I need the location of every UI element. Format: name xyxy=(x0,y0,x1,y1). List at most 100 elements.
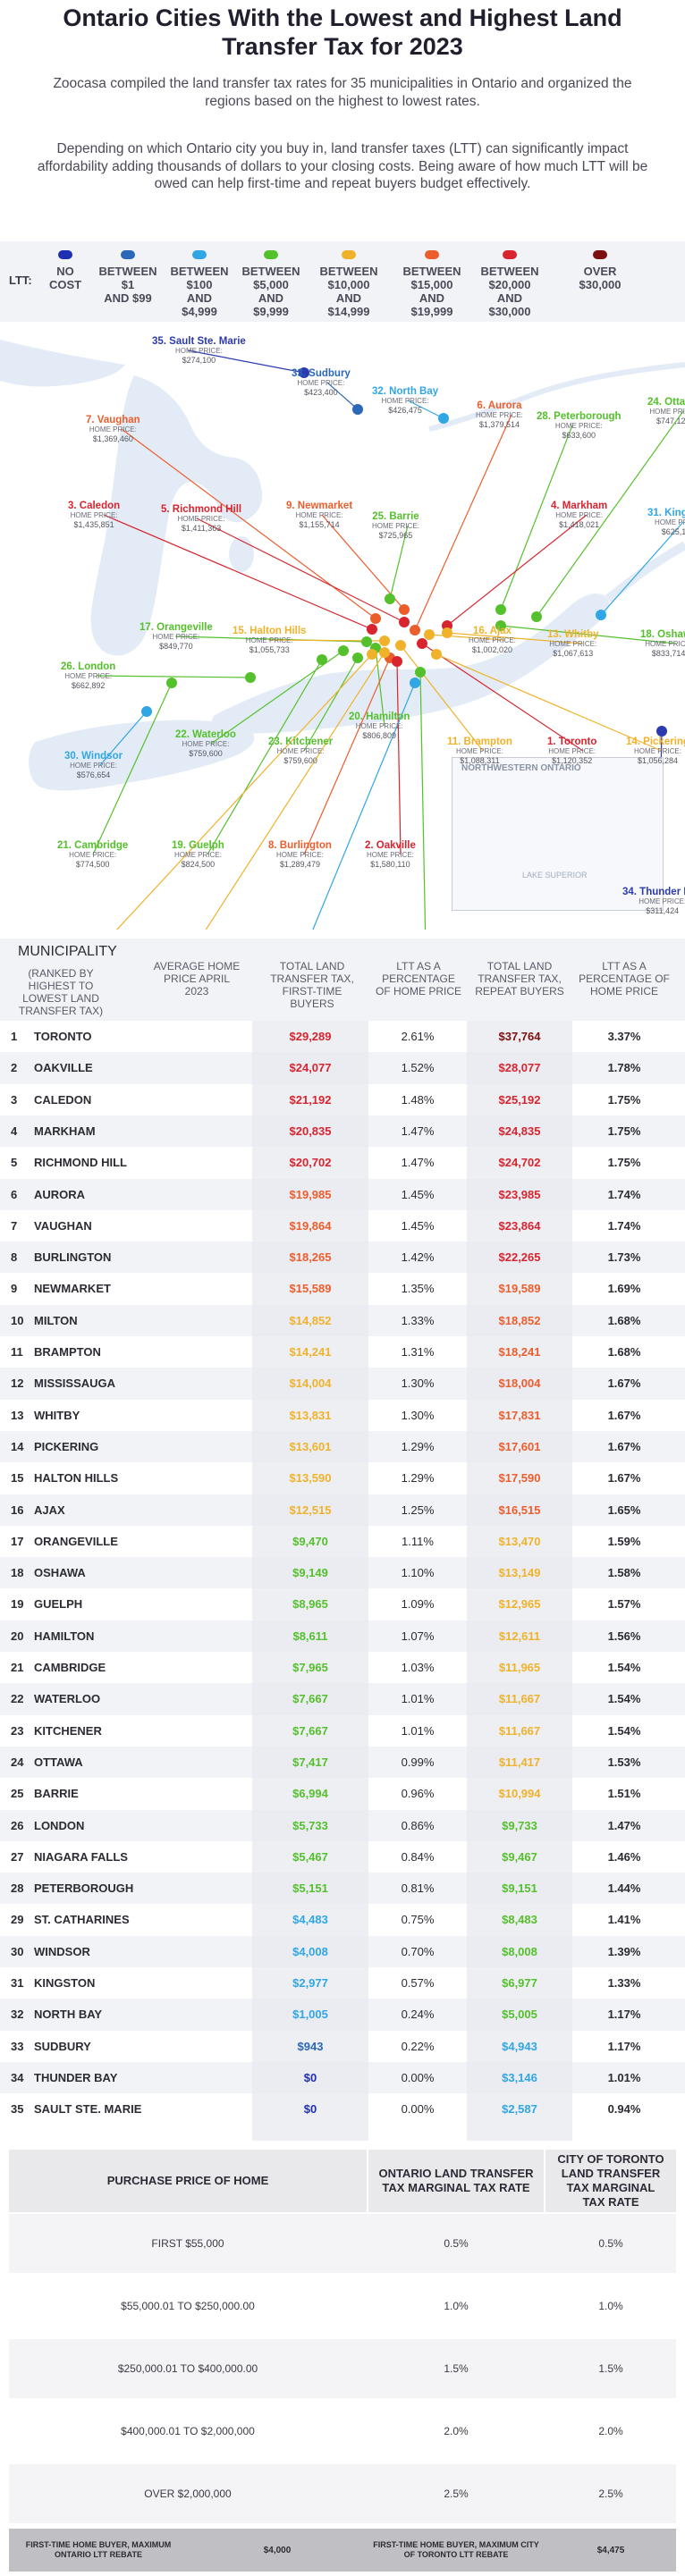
inset-title: NORTHWESTERN ONTARIO xyxy=(461,763,581,773)
table-row: 19 GUELPH $8,965 1.09% $12,965 1.57% xyxy=(0,1588,685,1620)
rates-ontario-cell: 2.0% xyxy=(444,2425,469,2437)
ft-total-cell: $8,965 xyxy=(292,1597,328,1612)
rp-total-cell: $22,265 xyxy=(498,1250,541,1265)
home-price-label: HOME PRICE: xyxy=(655,518,685,526)
city-label: 1. Toronto HOME PRICE: $1,120,352 xyxy=(547,737,596,766)
ft-total-cell: $21,192 xyxy=(289,1092,332,1107)
legend-text: OVER xyxy=(583,265,617,278)
ft-pct-cell: 0.86% xyxy=(401,1818,435,1832)
ft-pct-cell: 1.01% xyxy=(401,1692,435,1706)
city-dot xyxy=(399,604,410,615)
city-name: 22. Waterloo xyxy=(175,729,236,740)
home-price-value: $1,002,020 xyxy=(471,645,512,654)
rp-pct-cell: 1.74% xyxy=(607,1187,641,1201)
home-price-value: $1,411,363 xyxy=(181,524,222,533)
home-price-label: HOME PRICE: xyxy=(372,522,419,530)
legend-item: BETWEEN $1 AND $99 xyxy=(97,250,159,305)
ft-pct-cell: 0.00% xyxy=(401,2102,435,2117)
home-price-label: HOME PRICE: xyxy=(634,747,681,755)
home-price-label: HOME PRICE: xyxy=(245,636,293,644)
page-title: Ontario Cities With the Lowest and Highe… xyxy=(63,4,622,60)
city-dot xyxy=(424,629,435,640)
city-name: 34. Thunder Bay xyxy=(622,887,685,897)
home-price-value: $1,088,311 xyxy=(460,756,500,765)
legend-text: NO xyxy=(56,265,74,278)
legend-text: BETWEEN xyxy=(98,265,157,278)
table-row: 6 AURORA $19,985 1.45% $23,985 1.74% xyxy=(0,1178,685,1210)
rp-pct-cell: 1.54% xyxy=(607,1692,641,1706)
ft-pct-cell: 0.84% xyxy=(401,1849,435,1864)
legend-item: BETWEEN $15,000 AND $19,999 xyxy=(401,250,463,318)
city-dot xyxy=(141,706,152,717)
legend-text: $5,000 xyxy=(253,278,289,291)
table-row: 22 WATERLOO $7,667 1.01% $11,667 1.54% xyxy=(0,1683,685,1715)
municipality-cell: NEWMARKET xyxy=(34,1282,111,1296)
header: Ontario Cities With the Lowest and Highe… xyxy=(0,0,685,241)
rank-cell: 23 xyxy=(11,1723,24,1738)
home-price-label: HOME PRICE: xyxy=(70,511,118,519)
rp-pct-cell: 1.54% xyxy=(607,1723,641,1738)
home-price-value: $1,379,514 xyxy=(478,420,520,429)
rank-cell: 17 xyxy=(11,1534,24,1548)
home-price-value: $274,100 xyxy=(182,356,216,365)
ft-total-cell: $14,852 xyxy=(289,1313,332,1327)
ft-pct-cell: 1.01% xyxy=(401,1723,435,1738)
city-dot xyxy=(245,672,256,683)
ft-pct-cell: 1.31% xyxy=(401,1345,435,1359)
city-dot xyxy=(495,620,506,631)
rp-total-cell: $17,601 xyxy=(498,1439,541,1453)
city-name: 8. Burlington xyxy=(268,840,332,851)
municipality-cell: LONDON xyxy=(34,1818,85,1832)
leader-line xyxy=(210,650,344,745)
legend-text: AND $99 xyxy=(104,291,152,305)
rp-total-cell: $3,146 xyxy=(502,2070,537,2084)
city-name: 1. Toronto xyxy=(547,737,597,747)
city-name: 33. Sudbury xyxy=(292,368,351,379)
home-price-label: HOME PRICE: xyxy=(554,422,603,430)
header-ranked: (RANKED BY HIGHEST TO LOWEST LAND TRANSF… xyxy=(18,967,104,1017)
home-price-value: $759,600 xyxy=(189,749,223,758)
table-row: 16 AJAX $12,515 1.25% $16,515 1.65% xyxy=(0,1494,685,1526)
home-price-label: HOME PRICE: xyxy=(69,851,117,859)
legend-item: BETWEEN $20,000 AND $30,000 xyxy=(478,250,541,318)
ltt-table: MUNICIPALITY (RANKED BY HIGHEST TO LOWES… xyxy=(0,939,685,2141)
leader-line xyxy=(446,632,584,644)
home-price-label: HOME PRICE: xyxy=(152,633,200,641)
ft-total-cell: $13,831 xyxy=(289,1408,332,1422)
table-header: MUNICIPALITY (RANKED BY HIGHEST TO LOWES… xyxy=(0,939,685,1021)
rp-total-cell: $11,667 xyxy=(498,1723,541,1738)
ft-total-cell: $20,835 xyxy=(289,1124,332,1138)
rates-header-toronto: CITY OF TORONTO LAND TRANSFER TAX MARGIN… xyxy=(545,2150,676,2212)
ft-pct-cell: 0.75% xyxy=(401,1913,435,1927)
city-label: 22. Waterloo HOME PRICE: $759,600 xyxy=(175,729,236,759)
table-row: 8 BURLINGTON $18,265 1.42% $22,265 1.73% xyxy=(0,1242,685,1274)
ft-total-cell: $13,590 xyxy=(289,1471,332,1486)
rank-cell: 26 xyxy=(11,1818,24,1832)
rank-cell: 21 xyxy=(11,1661,24,1674)
rp-pct-cell: 1.57% xyxy=(607,1597,641,1612)
home-price-label: HOME PRICE: xyxy=(548,747,596,755)
ft-total-cell: $0 xyxy=(303,2070,317,2084)
rp-pct-cell: 1.67% xyxy=(607,1408,641,1422)
home-price-value: $1,369,460 xyxy=(92,434,133,443)
municipality-cell: CAMBRIDGE xyxy=(34,1661,106,1674)
leader-line xyxy=(96,675,251,678)
city-dot xyxy=(338,645,349,656)
rp-total-cell: $25,192 xyxy=(498,1092,541,1107)
rates-ontario-cell: 0.5% xyxy=(444,2237,469,2250)
city-label: 5. Richmond Hill HOME PRICE: $1,411,363 xyxy=(161,504,241,534)
rank-cell: 4 xyxy=(11,1124,18,1138)
city-label: 11. Brampton HOME PRICE: $1,088,311 xyxy=(447,737,512,766)
city-label: 9. Newmarket HOME PRICE: $1,155,714 xyxy=(286,501,352,530)
city-name: 16. Ajax xyxy=(472,626,512,636)
municipality-cell: PETERBOROUGH xyxy=(34,1881,134,1896)
ft-total-cell: $9,470 xyxy=(292,1534,328,1548)
table-row: 18 OSHAWA $9,149 1.10% $13,149 1.58% xyxy=(0,1557,685,1589)
rank-cell: 31 xyxy=(11,1976,24,1990)
rank-cell: 12 xyxy=(11,1376,24,1391)
rp-total-cell: $9,467 xyxy=(502,1849,537,1864)
legend-text: $10,000 xyxy=(327,278,370,291)
home-price-label: HOME PRICE: xyxy=(295,511,343,519)
home-price-value: $662,892 xyxy=(71,681,106,690)
legend-item: BETWEEN $100 AND $4,999 xyxy=(168,250,231,318)
